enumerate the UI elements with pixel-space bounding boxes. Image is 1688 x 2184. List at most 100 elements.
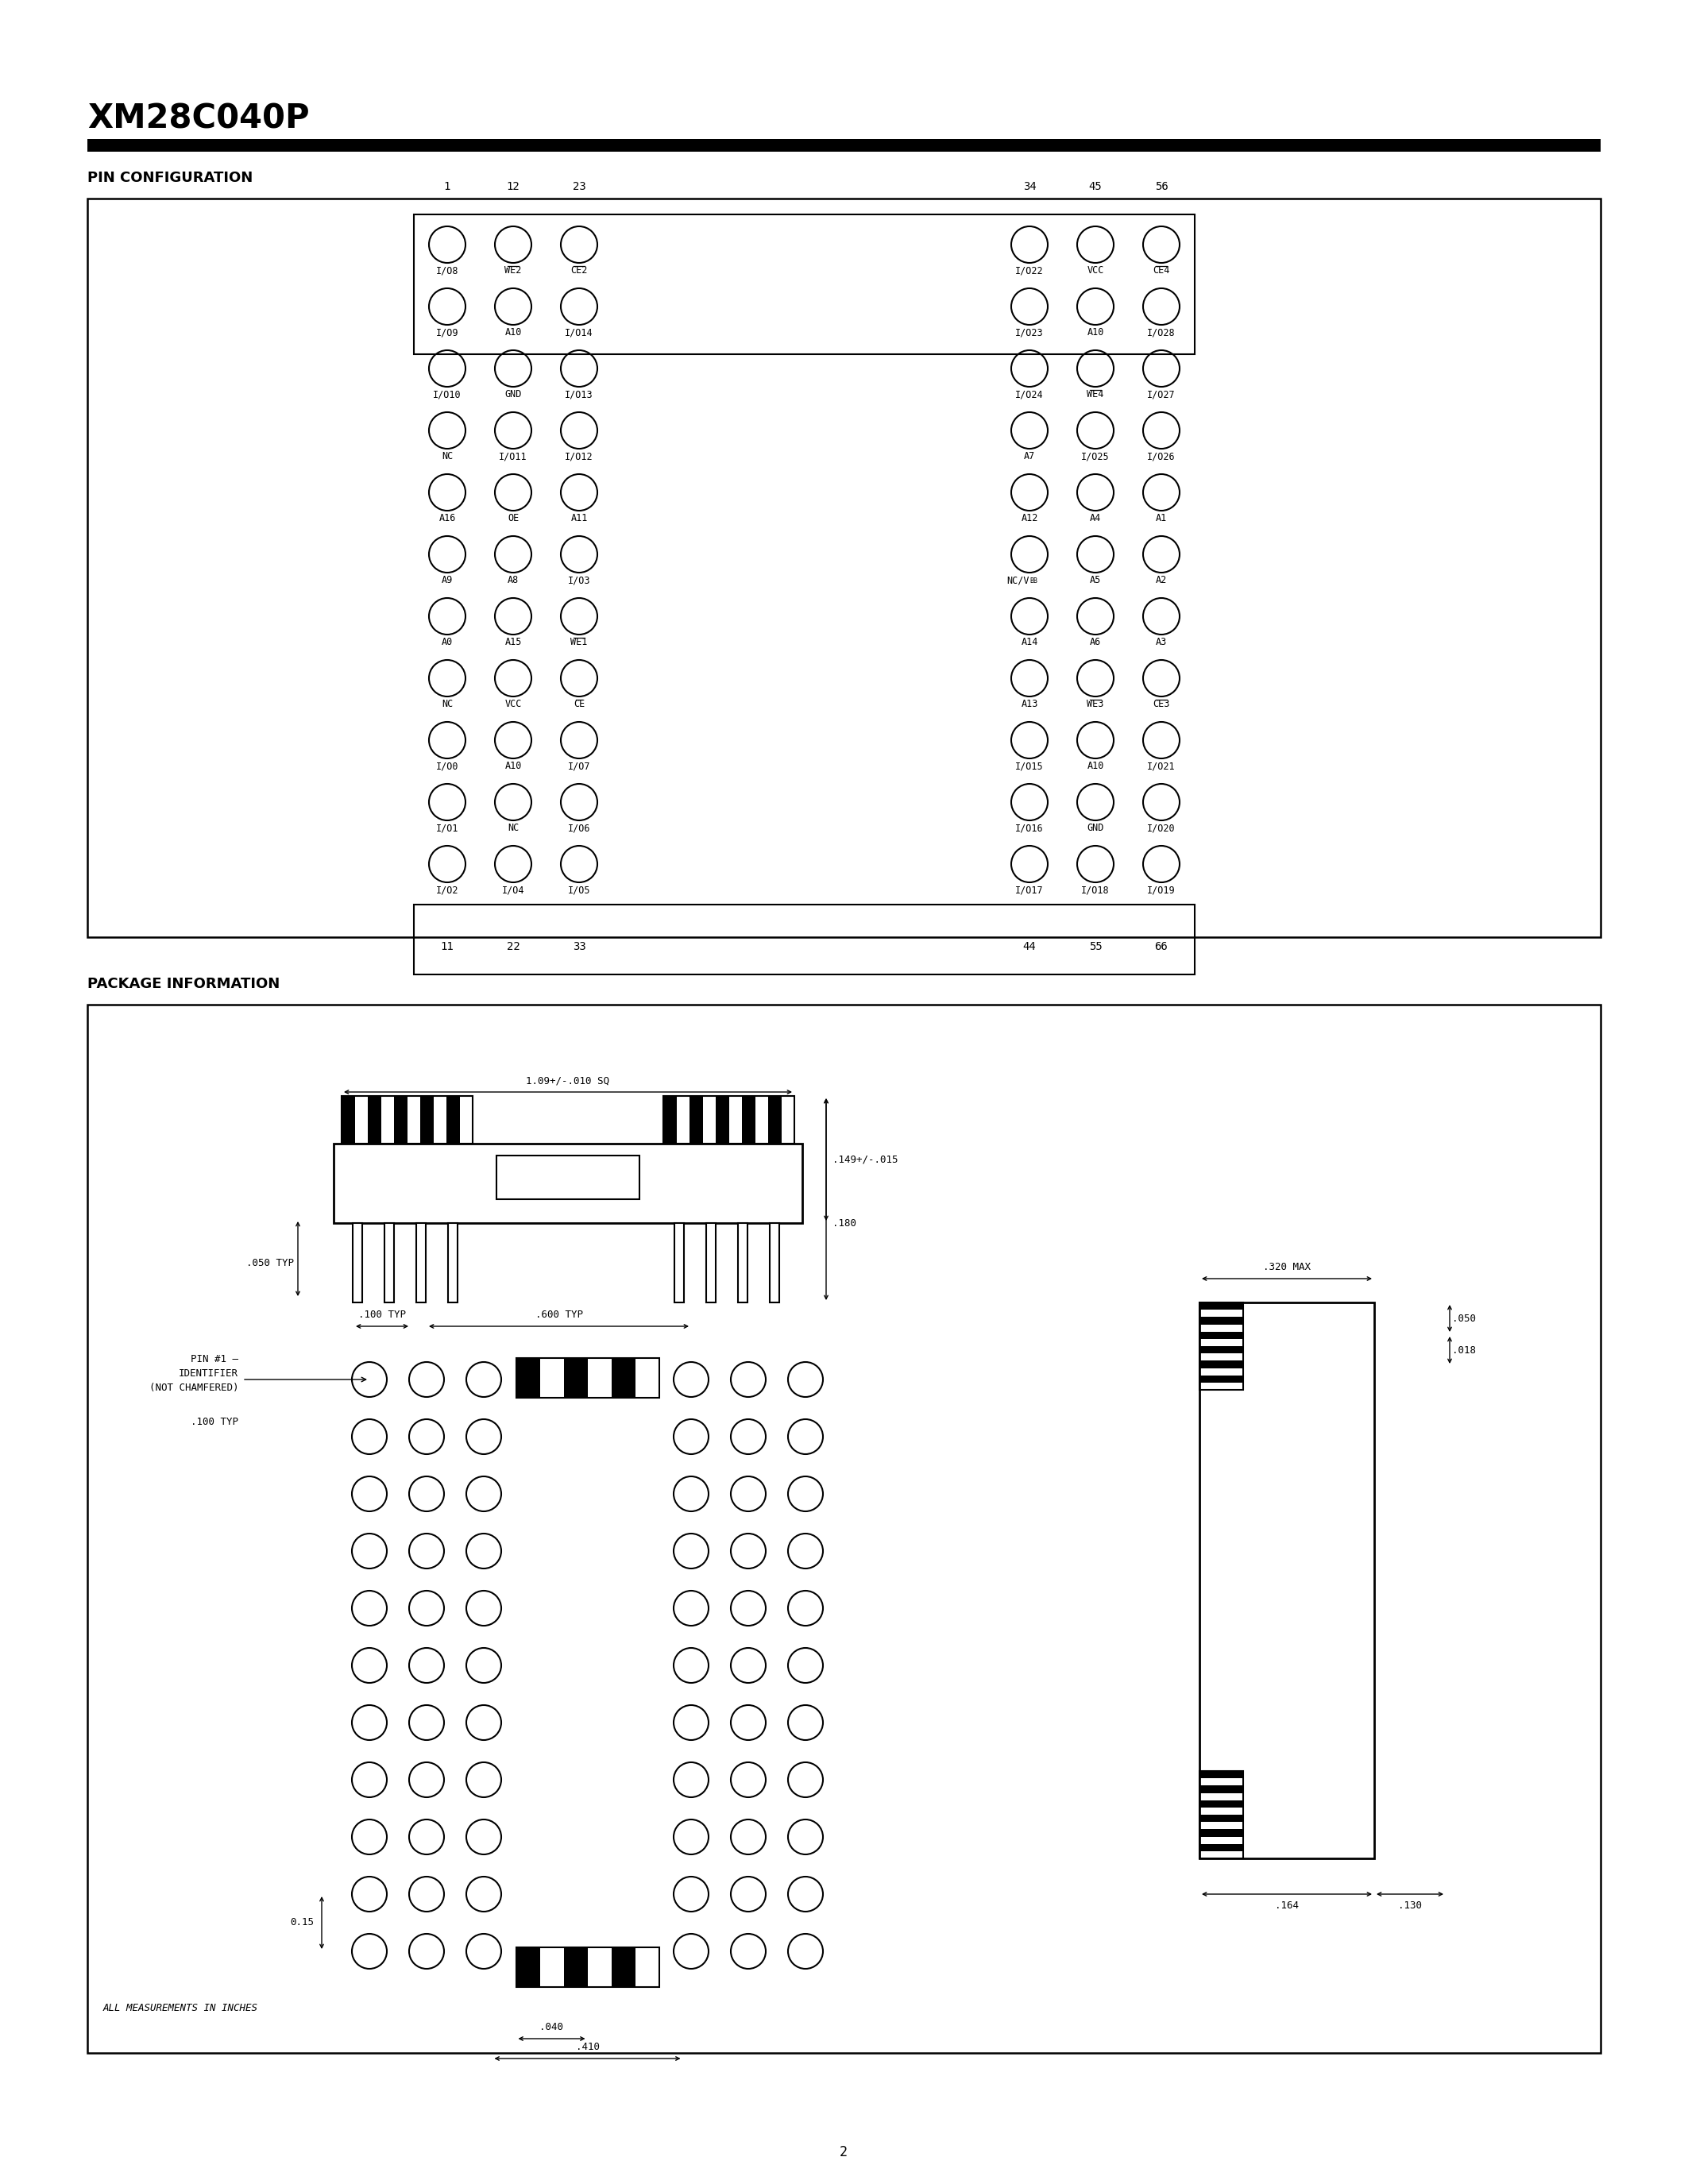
Bar xyxy=(1200,1302,1242,1389)
Text: A11: A11 xyxy=(571,513,587,524)
Text: GND: GND xyxy=(505,389,522,400)
Bar xyxy=(1200,1808,1242,1815)
Text: .180: .180 xyxy=(832,1219,856,1227)
Bar xyxy=(381,1096,393,1144)
Bar xyxy=(677,1096,689,1144)
Text: .164: .164 xyxy=(1274,1900,1298,1911)
Text: PIN CONFIGURATION: PIN CONFIGURATION xyxy=(88,170,253,186)
Text: A8: A8 xyxy=(508,574,518,585)
Text: I/O22: I/O22 xyxy=(1016,264,1043,275)
Bar xyxy=(663,1096,795,1144)
Text: I/O8: I/O8 xyxy=(436,264,459,275)
Bar xyxy=(1200,1793,1242,1800)
Bar xyxy=(1200,1317,1242,1324)
Text: GND: GND xyxy=(1087,823,1104,832)
Text: WE1: WE1 xyxy=(571,638,587,646)
Bar xyxy=(341,1096,354,1144)
Text: A16: A16 xyxy=(439,513,456,524)
Text: A2: A2 xyxy=(1156,574,1166,585)
Text: NC/V: NC/V xyxy=(1006,574,1030,585)
Bar xyxy=(1200,1830,1242,1837)
Text: A9: A9 xyxy=(442,574,452,585)
Bar xyxy=(1200,1382,1242,1389)
Text: CE3: CE3 xyxy=(1153,699,1170,710)
Text: 44: 44 xyxy=(1023,941,1036,952)
Text: A10: A10 xyxy=(505,760,522,771)
Text: A14: A14 xyxy=(1021,638,1038,646)
Bar xyxy=(1200,1852,1242,1859)
Text: CE4: CE4 xyxy=(1153,264,1170,275)
Bar xyxy=(88,199,1600,937)
Text: I/O9: I/O9 xyxy=(436,328,459,339)
Text: I/O1: I/O1 xyxy=(436,823,459,832)
Bar xyxy=(635,1358,658,1398)
Bar xyxy=(1200,1821,1242,1830)
Text: .149+/-.015: .149+/-.015 xyxy=(832,1155,898,1164)
Bar xyxy=(1200,1376,1242,1382)
Text: I/O27: I/O27 xyxy=(1148,389,1175,400)
Text: A12: A12 xyxy=(1021,513,1038,524)
Bar xyxy=(459,1096,473,1144)
Bar xyxy=(706,1223,716,1302)
Bar xyxy=(1200,1837,1242,1843)
Bar xyxy=(738,1223,748,1302)
Text: I/O25: I/O25 xyxy=(1082,452,1109,461)
Text: A5: A5 xyxy=(1090,574,1101,585)
Bar xyxy=(1200,1771,1242,1859)
Bar xyxy=(587,1358,611,1398)
Text: I/O21: I/O21 xyxy=(1148,760,1175,771)
Text: PACKAGE INFORMATION: PACKAGE INFORMATION xyxy=(88,976,280,992)
Bar xyxy=(1200,1324,1242,1332)
Bar xyxy=(517,1358,540,1398)
Bar xyxy=(564,1948,587,1987)
Bar xyxy=(1200,1345,1242,1354)
Bar xyxy=(1200,1302,1242,1310)
Bar xyxy=(88,140,1600,151)
Bar xyxy=(587,1948,611,1987)
Text: I/O28: I/O28 xyxy=(1148,328,1175,339)
Text: 55: 55 xyxy=(1089,941,1102,952)
Text: I/O4: I/O4 xyxy=(501,885,525,895)
Bar xyxy=(417,1223,425,1302)
Bar xyxy=(702,1096,716,1144)
Text: OE: OE xyxy=(508,513,518,524)
Bar xyxy=(434,1096,446,1144)
Text: WE4: WE4 xyxy=(1087,389,1104,400)
Bar xyxy=(517,1358,658,1398)
Bar xyxy=(1200,1778,1242,1787)
Text: I/O13: I/O13 xyxy=(565,389,592,400)
Text: .040: .040 xyxy=(540,2022,564,2033)
Text: (NOT CHAMFERED): (NOT CHAMFERED) xyxy=(149,1382,238,1393)
Bar xyxy=(1200,1302,1374,1859)
Bar xyxy=(675,1223,684,1302)
Text: A10: A10 xyxy=(505,328,522,339)
Text: VCC: VCC xyxy=(1087,264,1104,275)
Bar xyxy=(88,1005,1600,2053)
Bar xyxy=(1200,1771,1242,1778)
Text: 34: 34 xyxy=(1023,181,1036,192)
Bar xyxy=(447,1223,457,1302)
Text: CE2: CE2 xyxy=(571,264,587,275)
Text: 66: 66 xyxy=(1155,941,1168,952)
Bar xyxy=(768,1096,782,1144)
Bar xyxy=(517,1948,540,1987)
Bar xyxy=(1200,1787,1242,1793)
Bar xyxy=(1200,1339,1242,1345)
Text: 11: 11 xyxy=(441,941,454,952)
Text: ALL MEASUREMENTS IN INCHES: ALL MEASUREMENTS IN INCHES xyxy=(103,2003,258,2014)
Text: I/O18: I/O18 xyxy=(1082,885,1109,895)
Text: .130: .130 xyxy=(1398,1900,1421,1911)
Text: A10: A10 xyxy=(1087,760,1104,771)
Text: .600 TYP: .600 TYP xyxy=(535,1310,582,1319)
Text: 45: 45 xyxy=(1089,181,1102,192)
Text: NC: NC xyxy=(442,452,452,461)
Text: I/O5: I/O5 xyxy=(567,885,591,895)
Bar xyxy=(635,1948,658,1987)
Text: A15: A15 xyxy=(505,638,522,646)
Text: I/O15: I/O15 xyxy=(1016,760,1043,771)
Bar xyxy=(729,1096,743,1144)
Text: BB: BB xyxy=(1030,577,1038,585)
Text: NC: NC xyxy=(442,699,452,710)
Text: A4: A4 xyxy=(1090,513,1101,524)
Text: 33: 33 xyxy=(572,941,586,952)
